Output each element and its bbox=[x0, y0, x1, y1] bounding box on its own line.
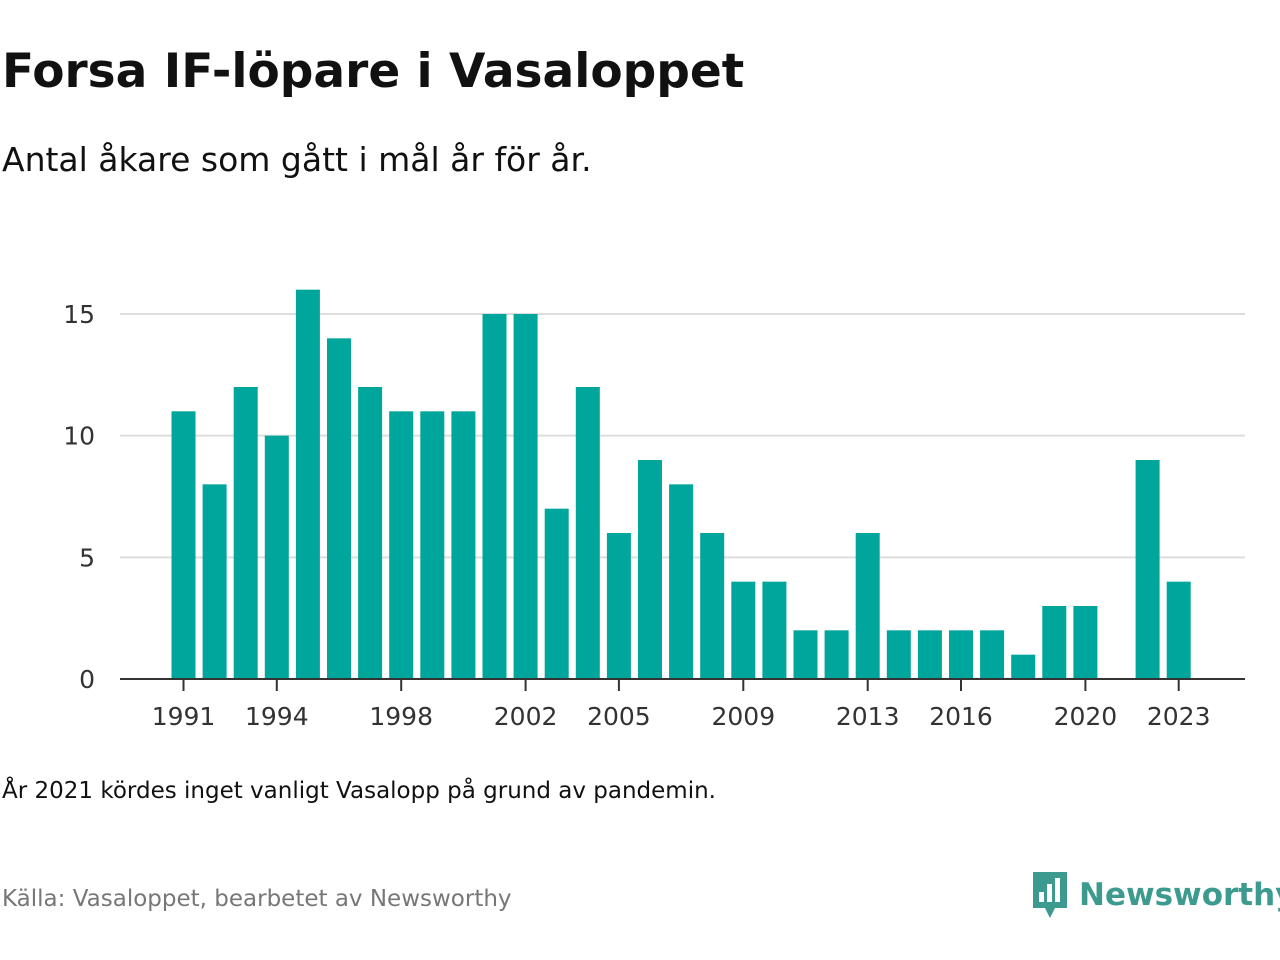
bar bbox=[855, 533, 880, 679]
bar-chart: 0 5 10 15 1991 1994 1998 2002 2005 2009 2013 2016 20… bbox=[63, 289, 1245, 731]
bar bbox=[638, 460, 662, 679]
bar bbox=[482, 314, 507, 679]
bar bbox=[420, 411, 445, 679]
x-tick-label: 2016 bbox=[929, 702, 993, 731]
bar bbox=[731, 581, 756, 679]
x-tick-label: 1998 bbox=[369, 702, 433, 731]
bar bbox=[513, 314, 538, 679]
bar bbox=[1135, 460, 1160, 679]
bar bbox=[793, 630, 818, 679]
bar bbox=[358, 387, 383, 679]
bar bbox=[171, 411, 196, 679]
chart-title: Forsa IF-löpare i Vasaloppet bbox=[2, 44, 745, 99]
x-tick-label: 1994 bbox=[245, 702, 309, 731]
bar bbox=[327, 338, 351, 679]
bar bbox=[1042, 606, 1067, 679]
bar bbox=[202, 484, 227, 679]
bar bbox=[669, 484, 694, 679]
footnote: År 2021 kördes inget vanligt Vasalopp på… bbox=[2, 778, 716, 804]
bar bbox=[1166, 581, 1191, 679]
bar bbox=[389, 411, 414, 679]
bar bbox=[544, 508, 569, 679]
bar bbox=[886, 630, 911, 679]
bar bbox=[700, 533, 725, 679]
brand: Newsworthy bbox=[1031, 870, 1280, 920]
bar bbox=[762, 581, 787, 679]
x-tick-label: 2013 bbox=[836, 702, 900, 731]
x-tick-label: 1991 bbox=[152, 702, 216, 731]
bar bbox=[233, 387, 258, 679]
y-tick-label: 15 bbox=[63, 300, 95, 329]
chart-subtitle: Antal åkare som gått i mål år för år. bbox=[2, 140, 592, 179]
bar bbox=[606, 533, 631, 679]
bar bbox=[575, 387, 600, 679]
y-tick-label: 0 bbox=[79, 665, 95, 694]
bar bbox=[295, 289, 320, 679]
bar bbox=[1011, 654, 1036, 679]
bar bbox=[264, 435, 289, 679]
x-tick-label: 2002 bbox=[494, 702, 558, 731]
y-tick-label: 5 bbox=[79, 543, 95, 572]
x-tick-label: 2023 bbox=[1147, 702, 1211, 731]
bar bbox=[451, 411, 476, 679]
brand-name: Newsworthy bbox=[1079, 877, 1280, 913]
y-tick-label: 10 bbox=[63, 422, 95, 451]
x-tick-label: 2020 bbox=[1054, 702, 1118, 731]
bar bbox=[949, 630, 973, 679]
bar bbox=[917, 630, 942, 679]
x-tick-label: 2005 bbox=[587, 702, 651, 731]
newsworthy-logo-icon bbox=[1033, 872, 1067, 918]
x-tick-label: 2009 bbox=[711, 702, 775, 731]
source-note: Källa: Vasaloppet, bearbetet av Newswort… bbox=[2, 886, 512, 912]
bar bbox=[980, 630, 1005, 679]
bar bbox=[1073, 606, 1098, 679]
bar bbox=[824, 630, 849, 679]
